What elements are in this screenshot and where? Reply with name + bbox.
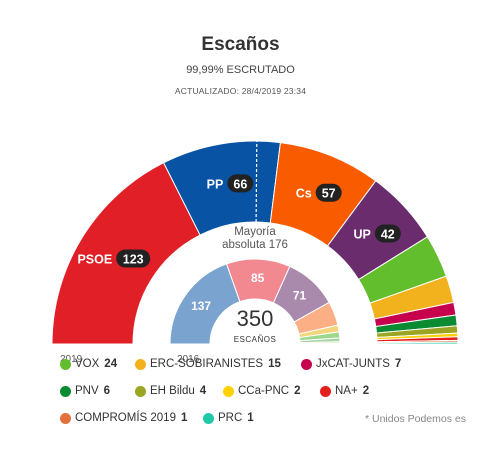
party-label-up: UP [353,227,370,241]
seat-count-pill-cs [315,183,342,202]
legend-item-jxcat: JxCAT-JUNTS 7 [301,358,401,370]
party-label-pp: PP [207,177,224,191]
legend-dot [320,385,331,397]
inner-seat-count: 85 [251,271,265,285]
seat-count-pp: 66 [233,177,247,191]
legend-dot [135,385,146,397]
majority-label-seats: absoluta 176 [222,239,288,251]
updated-timestamp: ACTUALIZADO: 28/4/2019 23:34 [174,86,307,96]
seat-count-pill-pp [227,174,254,193]
year-label-2019: 2019 [60,354,83,365]
majority-label: Mayoría [234,226,276,238]
outer-ring-2019: PSOE 123 PP 66 Cs 57 UP 42 [51,140,459,345]
party-label-psoe: PSOE [77,253,112,267]
chart-title: Escaños [201,34,280,55]
inner-segment-8 [299,342,341,345]
inner-seat-count: 137 [191,299,211,313]
legend-dot [60,358,71,370]
legend-dot [301,358,312,370]
legend-item-prc: PRC 1 [203,412,254,424]
total-seats-label: ESCAÑOS [234,335,277,344]
legend-dot [60,412,71,424]
seat-count-pill-psoe [116,249,151,268]
legend-dot [203,412,214,424]
footnote: * Unidos Podemos es [365,413,466,425]
legend-item-pnv: PNV 6 [60,385,110,397]
legend-item-cca: CCa-PNC 2 [223,385,301,397]
legend-item-erc: ERC-SOBIRANISTES 15 [135,358,281,370]
legend-dot [60,385,71,397]
seat-count-up: 42 [381,227,395,241]
legend-item-compromis: COMPROMÍS 2019 1 [60,412,187,424]
inner-seat-count: 71 [293,288,307,302]
inner-ring-2016: 137 85 71 [169,258,341,345]
total-seats-value: 350 [237,306,274,331]
legend-item-na: NA+ 2 [320,385,369,397]
scrutiny-status: 99,99% ESCRUTADO [186,64,295,76]
outer-segment-prc [376,341,459,345]
year-label-2016: 2016 [177,354,200,365]
legend-dot [223,385,234,397]
legend-item-vox: VOX 24 [60,358,117,370]
legend-dot [135,358,146,370]
legend-item-ehbildu: EH Bildu 4 [135,385,206,397]
majority-line [255,141,258,223]
seat-count-pill-up [374,224,401,243]
seat-count-psoe: 123 [123,253,144,267]
party-label-cs: Cs [296,187,312,201]
seat-count-cs: 57 [322,187,336,201]
